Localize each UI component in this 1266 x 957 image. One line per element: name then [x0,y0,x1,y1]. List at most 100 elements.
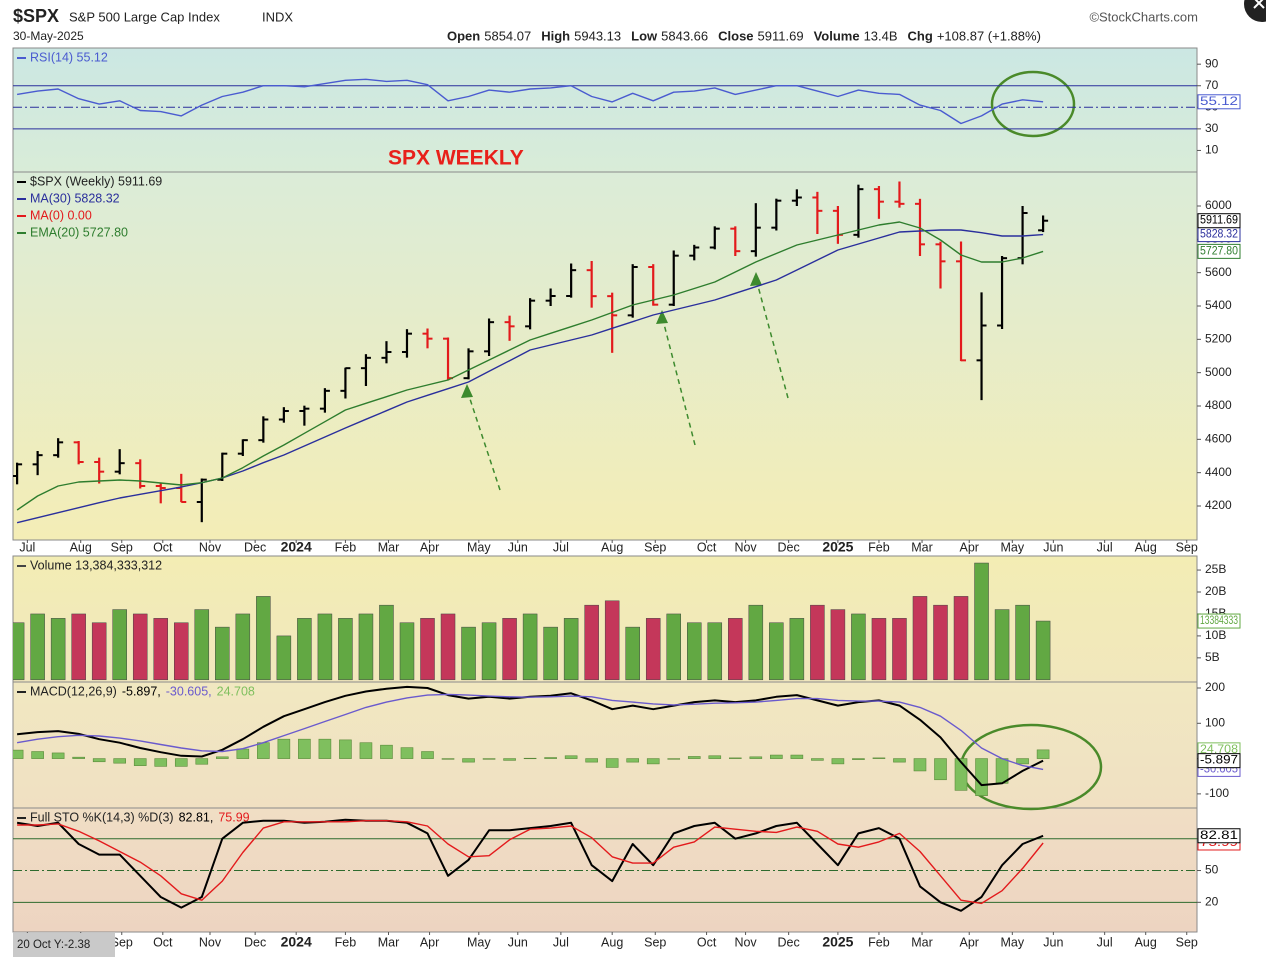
series-line [16,229,1044,524]
histogram-bar [770,754,783,759]
x-tick-label: Feb [868,540,890,554]
x-tick-label: 2025 [822,539,853,555]
x-tick-label: Sep [644,540,666,554]
histogram-bar [195,758,209,765]
volume-bar [933,604,948,681]
x-tick-label: Mar [378,935,400,949]
histogram-bar [72,756,85,759]
legend-title: Full STO %K(14,3) %D(3) [30,810,174,824]
histogram-bar [503,758,516,761]
histogram-bar [236,748,250,759]
x-tick-label: Mar [378,540,400,554]
highlight-circle [990,70,1076,138]
x-tick-label: Nov [734,935,757,949]
histogram-bar [749,756,763,759]
annotation: SPX WEEKLY [388,147,524,170]
histogram-bar [154,758,168,767]
x-tick-label: Jul [1097,935,1113,949]
histogram-bar [811,758,824,761]
x-tick-label: May [467,935,491,949]
plot-area [13,685,1050,796]
x-tick-label: Feb [335,540,357,554]
volume-bar [174,622,189,681]
volume-bar [71,613,86,681]
histogram-bar [174,758,188,767]
volume-bar [707,622,723,681]
plot-area [13,78,1197,130]
plot-area [13,181,1049,524]
x-tick-label: Apr [420,935,439,949]
y-tick-label: 4400 [1205,465,1232,479]
histogram-bar [646,758,660,765]
histogram-bar [441,758,455,760]
value-tag: 55.12 [1200,96,1238,108]
volume-bar [132,613,148,681]
y-tick-label: 70 [1205,78,1219,92]
x-tick-label: Jul [553,935,569,949]
quote-value: +108.87 (+1.88%) [937,28,1041,43]
volume-bar [481,622,497,681]
quote-label: Close [718,28,753,43]
histogram-bar [380,744,393,759]
legend-label: -30.605, [166,684,212,698]
y-tick-label: 30 [1205,121,1219,135]
y-tick-label: -100 [1205,786,1229,800]
plot-area [13,818,1197,912]
volume-bar [604,600,620,681]
histogram-bar [92,758,106,763]
histogram-bar [257,742,270,759]
x-tick-label: Jul [19,540,35,554]
legend-label: 24.708 [217,684,255,698]
histogram-bar [544,757,557,759]
x-tick-label: Sep [1176,540,1198,554]
y-tick-label: 5400 [1205,298,1232,312]
volume-bar [235,613,251,681]
value-tag: 5828.32 [1200,229,1238,241]
series-line [16,221,1044,511]
volume-bar [851,613,866,681]
value-tag: 5727.80 [1200,245,1238,257]
legend-label: 82.81, [179,810,214,824]
y-tick-label: 10B [1205,628,1226,642]
volume-bar [789,618,805,681]
volume-bar [338,618,353,681]
x-tick-label: Nov [199,935,222,949]
x-tick-label: Jun [508,935,528,949]
histogram-bar [893,758,906,763]
symbol: $SPX [13,6,59,26]
histogram-bar [13,749,24,759]
series-line [16,818,1044,912]
arrow [468,395,501,491]
macd-panel [12,681,1198,809]
y-tick-label: 4600 [1205,432,1232,446]
histogram-bar [1036,749,1050,759]
x-tick-label: Dec [778,935,800,949]
value-tag-box [1197,828,1241,844]
sto-panel [12,807,1198,933]
x-tick-label: Sep [644,935,666,949]
histogram-bar [1016,758,1029,765]
histogram-bar [31,751,44,759]
value-tag-box [1197,94,1241,110]
x-tick-label: Feb [335,935,357,949]
quote-value: 5843.66 [661,28,708,43]
volume-bar [317,613,333,681]
y-tick-label: 100 [1205,715,1225,729]
x-tick-label: 2024 [281,934,312,950]
volume-bar [522,613,538,681]
value-tag: 5911.69 [1200,215,1238,227]
histogram-bar [298,738,311,759]
arrow-head [750,272,762,286]
x-tick-label: Sep [111,935,133,949]
x-tick-label: Nov [734,540,757,554]
volume-bar [420,618,435,681]
date: 30-May-2025 [13,29,84,43]
value-tag-box [1197,213,1241,229]
volume-bar [645,618,661,681]
volume-bar [194,609,210,681]
value-tag-box [1197,613,1241,629]
histogram-bar [708,755,722,759]
volume-bar [953,596,969,681]
x-tick-label: Mar [911,935,933,949]
annotation-arrows [468,285,789,491]
